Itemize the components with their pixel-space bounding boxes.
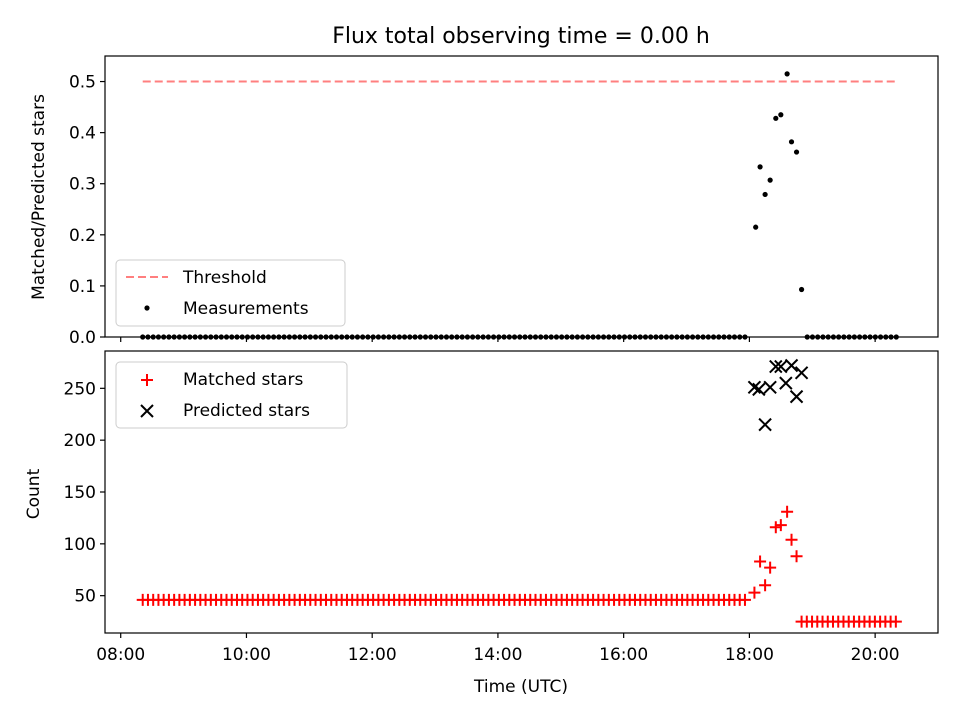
legend-threshold-label: Threshold xyxy=(182,268,267,288)
bottom-x-tick-label: 08:00 xyxy=(96,645,145,665)
predicted-star-point xyxy=(747,380,762,394)
predicted-star-point xyxy=(784,358,799,373)
predicted-star-point xyxy=(794,366,809,380)
predicted-star-point xyxy=(769,359,783,374)
matched-star-point xyxy=(774,519,787,532)
predicted-star-point xyxy=(789,389,804,404)
top-y-tick-label: 0.3 xyxy=(69,175,96,195)
bottom-x-tick-label: 12:00 xyxy=(348,645,397,665)
measurement-point xyxy=(788,139,795,145)
predicted-star-point xyxy=(779,376,793,390)
matched-star-point xyxy=(769,521,782,534)
bottom-y-tick-label: 100 xyxy=(64,535,96,555)
bottom-x-axis-label: Time (UTC) xyxy=(473,677,568,697)
bottom-y-tick-label: 200 xyxy=(64,431,96,451)
legend-matched-swatch xyxy=(141,374,153,386)
legend-measurements-swatch xyxy=(144,305,150,311)
bottom-legend-box xyxy=(115,361,348,429)
matched-star-point xyxy=(785,533,798,546)
bottom-y-tick-label: 150 xyxy=(64,483,96,503)
top-y-tick-label: 0.5 xyxy=(69,73,96,93)
predicted-star-point xyxy=(774,359,788,374)
matched-star-point xyxy=(748,586,761,599)
bottom-y-axis-label: Count xyxy=(24,468,44,519)
matched-star-point xyxy=(781,505,794,518)
matched-star-point xyxy=(764,561,777,574)
top-legend: Threshold Measurements xyxy=(115,259,346,327)
bottom-x-tick-label: 20:00 xyxy=(851,645,900,665)
legend-matched-label: Matched stars xyxy=(183,370,303,390)
predicted-star-point xyxy=(763,380,777,394)
bottom-y-tick-label: 250 xyxy=(64,379,96,399)
matched-star-point xyxy=(790,550,803,563)
top-y-tick-label: 0.2 xyxy=(69,226,96,246)
bottom-x-tick-label: 14:00 xyxy=(473,645,522,665)
predicted-star-point xyxy=(752,382,766,397)
bottom-panel: 50 100 150 200 250 08:00 10:00 12:00 14:00 16:00… xyxy=(24,350,939,697)
legend-predicted-swatch xyxy=(140,404,154,418)
top-axes-frame xyxy=(104,55,939,338)
measurement-point xyxy=(793,149,800,155)
figure-title: Flux total observing time = 0.00 h xyxy=(332,24,710,49)
bottom-legend: Matched stars Predicted stars xyxy=(115,361,348,429)
bottom-x-tick-label: 10:00 xyxy=(222,645,271,665)
bottom-y-tick-label: 50 xyxy=(74,587,96,607)
top-x-ticks xyxy=(120,337,876,342)
measurement-point xyxy=(757,164,763,170)
legend-measurements-label: Measurements xyxy=(183,299,309,319)
matched-star-point xyxy=(759,579,772,592)
top-panel: 0.0 0.1 0.2 0.3 0.4 0.5 Matched/Predicted sta… xyxy=(29,55,939,348)
predicted-star-point xyxy=(758,417,772,432)
bottom-x-tick-label: 16:00 xyxy=(599,645,648,665)
measurement-point xyxy=(773,115,779,121)
top-y-ticks: 0.0 0.1 0.2 0.3 0.4 0.5 xyxy=(69,73,105,348)
top-y-tick-label: 0.0 xyxy=(69,328,96,348)
matched-star-point xyxy=(754,555,767,568)
measurement-point xyxy=(778,112,784,118)
bottom-x-tick-label: 18:00 xyxy=(725,645,774,665)
matched-star-point xyxy=(889,615,902,628)
measurement-point xyxy=(753,224,759,230)
top-y-axis-label: Matched/Predicted stars xyxy=(29,94,49,300)
bottom-y-ticks: 50 100 150 200 250 xyxy=(64,379,105,607)
top-legend-box xyxy=(115,259,346,327)
top-y-tick-label: 0.1 xyxy=(69,277,96,297)
measurement-point xyxy=(767,177,773,183)
measurement-point xyxy=(784,71,790,77)
bottom-x-ticks: 08:00 10:00 12:00 14:00 16:00 18:00 20:00 xyxy=(96,633,900,665)
legend-predicted-label: Predicted stars xyxy=(183,401,310,421)
top-y-tick-label: 0.4 xyxy=(69,124,96,144)
bottom-plot-area xyxy=(136,358,902,628)
matched-star-point xyxy=(738,593,751,606)
measurement-point xyxy=(798,286,805,293)
measurement-point xyxy=(762,191,768,198)
